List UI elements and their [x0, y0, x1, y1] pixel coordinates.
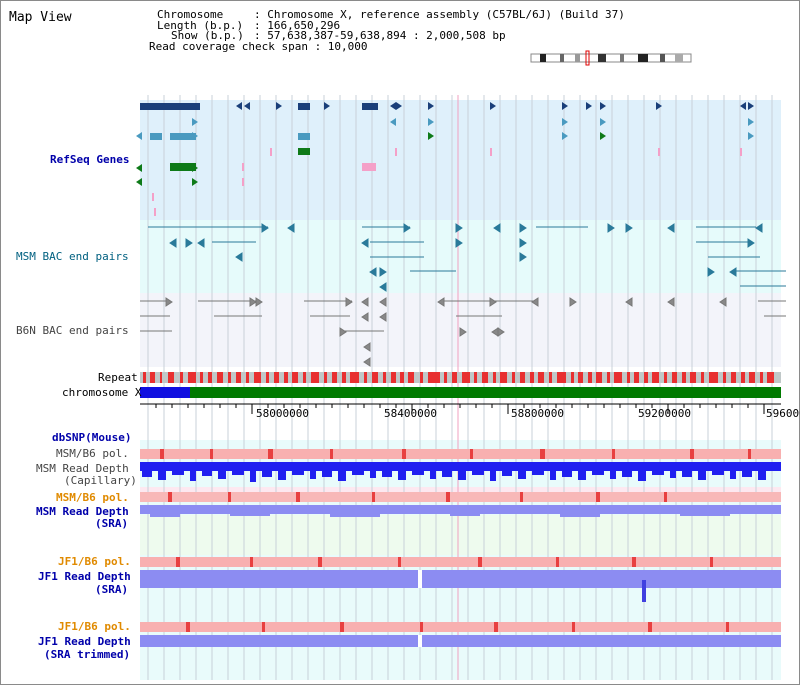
jf1-read-depth-sra-sublabel: (SRA) [95, 583, 129, 596]
jf1-b6-pol-track-2 [140, 622, 781, 632]
msm-bac-pairs [148, 223, 786, 292]
msm-bac-track-label[interactable]: MSM BAC end pairs [16, 250, 129, 263]
axis-tick-label: 58800000 [511, 407, 564, 420]
repeat-track-label: Repeat [98, 371, 138, 384]
b6n-bac-pairs [140, 297, 786, 367]
refseq-genes [136, 102, 754, 216]
jf1-read-depth-trimmed [140, 635, 781, 647]
msm-read-depth-sra-label[interactable]: MSM Read Depth [36, 505, 129, 518]
chromosome-band-blue [140, 387, 190, 398]
position-axis [140, 403, 781, 414]
axis-tick-label: 58400000 [384, 407, 437, 420]
b6n-bac-track-label[interactable]: B6N BAC end pairs [16, 324, 129, 337]
msm-read-depth-sra [140, 505, 781, 514]
refseq-track-label[interactable]: RefSeq Genes [50, 153, 130, 166]
jf1-read-depth-trimmed-label[interactable]: JF1 Read Depth [38, 635, 131, 648]
repeat-marks [143, 372, 774, 383]
chromosome-track-label: chromosome X [62, 386, 142, 399]
refseq-panel [140, 100, 781, 220]
msm-read-depth-capillary-sublabel: (Capillary) [64, 474, 137, 487]
repeat-track [140, 372, 781, 383]
msm-read-depth-sra-sublabel: (SRA) [95, 517, 129, 530]
msm-b6-pol-track-2 [140, 492, 781, 502]
msm-b6-pol-label-2[interactable]: MSM/B6 pol. [56, 491, 129, 504]
msm-read-depth-capillary [140, 462, 781, 482]
jf1-b6-pol-label-2[interactable]: JF1/B6 pol. [58, 620, 131, 633]
jf1-read-depth-trimmed-sublabel: (SRA trimmed) [44, 648, 131, 661]
jf1-read-depth-sra-label[interactable]: JF1 Read Depth [38, 570, 131, 583]
axis-tick-label: 59200000 [638, 407, 691, 420]
jf1-b6-pol-track-1 [140, 557, 781, 567]
chromosome-ideogram [530, 50, 692, 66]
jf1-b6-pol-label-1[interactable]: JF1/B6 pol. [58, 555, 131, 568]
msm-b6-pol-track-1 [140, 449, 781, 459]
jf1-read-depth-sra [140, 570, 781, 588]
msm-read-depth-capillary-label[interactable]: MSM Read Depth [36, 462, 129, 475]
chromosome-band-green [190, 387, 781, 398]
dbsnp-track-label[interactable]: dbSNP(Mouse) [52, 431, 132, 444]
map-view-title: Map View [9, 10, 72, 25]
axis-tick-label: 58000000 [256, 407, 309, 420]
msm-b6-pol-label-1[interactable]: MSM/B6 pol. [56, 447, 129, 460]
axis-tick-label: 596000 [766, 407, 800, 420]
